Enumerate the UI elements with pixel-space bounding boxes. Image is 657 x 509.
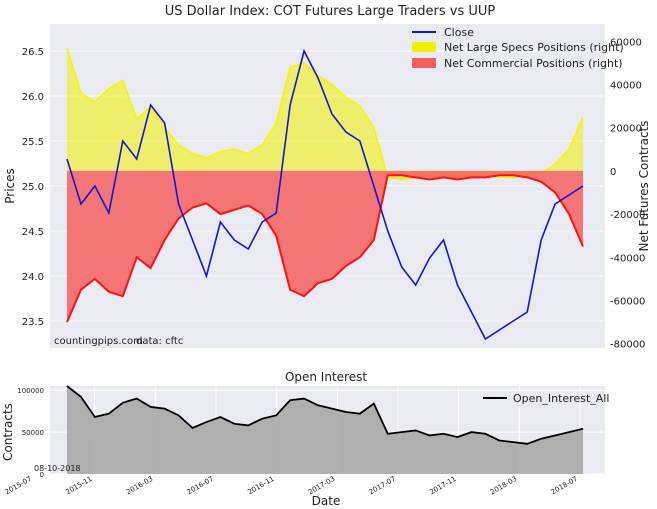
oi-line [66,385,584,445]
main-y2-tick-label: -40000 [610,253,645,264]
source-annotation: data: cftc [136,336,183,347]
oi-y-tick-label: 50000 [22,429,44,437]
main-y-tick-label: 24.0 [22,272,44,283]
oi-date-annotation: 08-10-2018 [34,464,81,473]
main-y-tick-label: 26.5 [22,47,44,58]
main-y-axis-label: Prices [3,168,17,204]
legend-specs-swatch [412,42,436,52]
legend-close-label: Close [444,26,474,39]
oi-legend: Open_Interest_All [483,392,609,405]
main-y-tick-label: 24.5 [22,227,44,238]
main-legend: Close Net Large Specs Positions (right) … [412,26,624,70]
main-y-tick-label: 23.5 [22,317,44,328]
main-y2-tick-label: -60000 [610,296,645,307]
main-y-tick-label: 25.0 [22,182,44,193]
legend-commercial-label: Net Commercial Positions (right) [444,57,623,70]
specs-area [67,47,583,180]
oi-chart-title: Open Interest [285,370,367,384]
close-line [66,48,584,341]
commercial-area [67,170,583,323]
main-y-tick-label: 25.5 [22,137,44,148]
main-y-tick-label: 26.0 [22,92,44,103]
oi-y-axis-label: Contracts [1,403,15,461]
main-y2-tick-label: 20000 [610,124,642,135]
oi-y-tick-label: 100000 [17,387,44,395]
oi-x-tick-label: 2015-11 [64,475,93,497]
legend-commercial-swatch [412,58,436,68]
main-tick-labels: 23.5 24.0 24.5 25.0 25.5 26.0 26.5 -80000 -60000… [22,37,646,350]
main-y2-tick-label: -20000 [610,210,645,221]
main-chart-title: US Dollar Index: COT Futures Large Trade… [165,4,496,19]
main-y2-tick-label: 40000 [610,80,642,91]
specs-line [66,47,584,181]
oi-x-tick-label: 2017-07 [368,475,397,497]
credit-annotation: countingpips.com [54,336,143,347]
main-y2-tick-label: 60000 [610,37,642,48]
oi-x-tick-label: 2016-11 [246,475,275,497]
oi-x-tick-label: 2015-07 [4,475,33,497]
main-series-layer [66,47,584,341]
oi-x-tick-label: 2018-07 [550,475,579,497]
oi-area [67,386,583,474]
commercial-line [66,174,584,323]
main-y2-tick-label: -80000 [610,340,645,351]
legend-oi-label: Open_Interest_All [513,392,609,405]
oi-x-tick-label: 2016-03 [125,475,154,497]
oi-x-axis-label: Date [312,494,341,508]
oi-x-tick-label: 2018-03 [489,475,518,497]
legend-specs-label: Net Large Specs Positions (right) [444,41,624,54]
main-y2-tick-label: 0 [610,167,616,178]
main-y2-axis-label: Net Futures Contracts [637,120,651,251]
oi-series-layer [66,385,584,474]
oi-x-tick-label: 2016-07 [186,475,215,497]
oi-x-tick-label: 2017-11 [428,475,457,497]
oi-y-tick-label: 0 [40,471,44,479]
